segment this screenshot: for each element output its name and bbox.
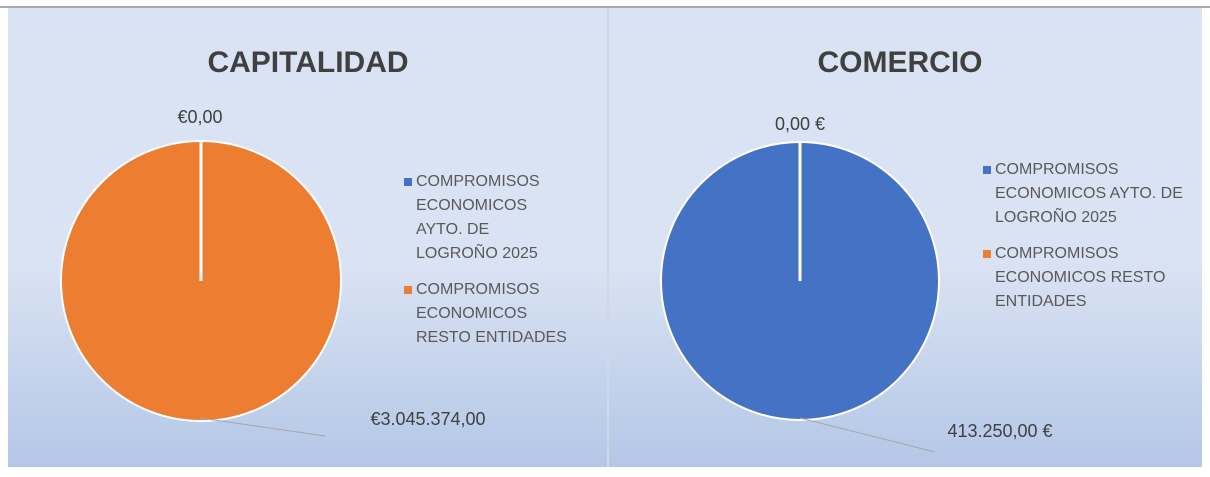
legend-label: COMPROMISOS ECONOMICOS RESTO ENTIDADES bbox=[995, 245, 1166, 310]
legend-swatch bbox=[983, 250, 991, 258]
data-label: 413.250,00 € bbox=[947, 421, 1052, 441]
chart-title: CAPITALIDAD bbox=[207, 46, 408, 79]
legend-swatch bbox=[404, 286, 412, 294]
legend-swatch bbox=[983, 166, 991, 174]
data-label: €0,00 bbox=[177, 107, 222, 127]
chart-title: COMERCIO bbox=[818, 46, 983, 79]
legend-label: COMPROMISOS ECONOMICOS AYTO. DE LOGROÑO … bbox=[995, 161, 1183, 226]
legend: COMPROMISOS ECONOMICOS AYTO. DE LOGROÑO … bbox=[983, 158, 1183, 326]
legend: COMPROMISOS ECONOMICOS AYTO. DE LOGROÑO … bbox=[404, 170, 574, 362]
legend-label: COMPROMISOS ECONOMICOS AYTO. DE LOGROÑO … bbox=[416, 173, 540, 262]
legend-item: COMPROMISOS ECONOMICOS RESTO ENTIDADES bbox=[983, 242, 1183, 314]
data-label: €3.045.374,00 bbox=[370, 409, 485, 429]
legend-item: COMPROMISOS ECONOMICOS AYTO. DE LOGROÑO … bbox=[983, 158, 1183, 230]
data-label: 0,00 € bbox=[775, 114, 825, 134]
legend-swatch bbox=[404, 178, 412, 186]
leader-line bbox=[799, 417, 936, 453]
legend-item: COMPROMISOS ECONOMICOS AYTO. DE LOGROÑO … bbox=[404, 170, 574, 266]
leader-line bbox=[199, 417, 326, 437]
legend-label: COMPROMISOS ECONOMICOS RESTO ENTIDADES bbox=[416, 281, 567, 346]
legend-item: COMPROMISOS ECONOMICOS RESTO ENTIDADES bbox=[404, 278, 574, 350]
